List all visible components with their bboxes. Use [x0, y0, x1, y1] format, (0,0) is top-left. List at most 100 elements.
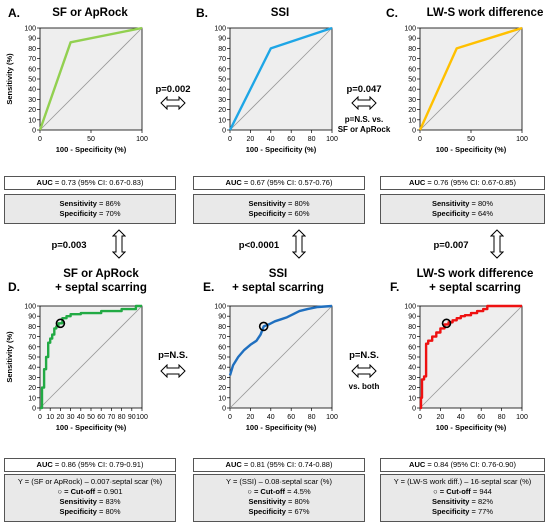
- pvalue-d-e: p=N.S.: [158, 350, 188, 361]
- panel-title-b: SSI: [230, 6, 330, 20]
- y-tick-label: 60: [218, 66, 226, 73]
- cutoff-text: ○ = Cut-off = 4.5%: [194, 487, 364, 497]
- x-tick-label: 20: [437, 414, 445, 421]
- reference-diagonal: [229, 305, 333, 409]
- x-tick-label: 50: [87, 136, 95, 143]
- y-tick-label: 60: [218, 344, 226, 351]
- cutoff-label: = Cut-off: [439, 487, 471, 496]
- x-axis-label: 100 - Specificity (%): [56, 145, 127, 154]
- specificity-value: = 60%: [285, 209, 310, 218]
- specificity-text: Specificity = 77%: [381, 507, 544, 517]
- x-tick-label: 70: [108, 414, 116, 421]
- y-tick-label: 90: [408, 314, 416, 321]
- specificity-value: = 80%: [96, 507, 121, 516]
- y-tick-label: 10: [408, 117, 416, 124]
- cutoff-box-e: Y = (SSI) – 0.08·septal scar (%) ○ = Cut…: [193, 474, 365, 522]
- auc-label: AUC: [225, 460, 242, 469]
- cutoff-value: = 4.5%: [285, 487, 311, 496]
- y-tick-label: 40: [28, 87, 36, 94]
- specificity-value: = 67%: [285, 507, 310, 516]
- y-tick-label: 40: [408, 365, 416, 372]
- auc-value: = 0.81 (95% CI: 0.74-0.88): [241, 460, 333, 469]
- y-tick-label: 70: [28, 56, 36, 63]
- x-axis-label: 100 - Specificity (%): [246, 423, 317, 432]
- double-arrow-icon: [351, 364, 377, 378]
- y-tick-label: 80: [408, 324, 416, 331]
- x-tick-label: 80: [308, 414, 316, 421]
- y-tick-label: 100: [214, 26, 226, 33]
- x-tick-label: 80: [498, 414, 506, 421]
- y-tick-label: 60: [408, 344, 416, 351]
- cutoff-value: = 944: [470, 487, 492, 496]
- note-line: p=N.S. vs.: [344, 115, 384, 124]
- auc-value: = 0.86 (95% CI: 0.79-0.91): [52, 460, 144, 469]
- cutoff-label: = Cut-off: [64, 487, 96, 496]
- auc-box-d: AUC = 0.86 (95% CI: 0.79-0.91): [4, 458, 176, 472]
- auc-value: = 0.73 (95% CI: 0.67-0.83): [52, 178, 144, 187]
- panel-label-d: D.: [8, 280, 20, 294]
- sensitivity-text: Sensitivity = 80%: [194, 199, 364, 209]
- sensitivity-label: Sensitivity: [248, 497, 286, 506]
- pvalue-b-e: p<0.0001: [238, 240, 280, 251]
- x-tick-label: 60: [477, 414, 485, 421]
- sensitivity-label: Sensitivity: [431, 199, 470, 208]
- sensitivity-text: Sensitivity = 80%: [381, 199, 544, 209]
- cutoff-label: = Cut-off: [253, 487, 285, 496]
- reference-diagonal: [229, 27, 333, 131]
- x-axis-label: 100 - Specificity (%): [246, 145, 317, 154]
- x-tick-label: 40: [457, 414, 465, 421]
- y-tick-label: 20: [28, 385, 36, 392]
- double-arrow-icon: [351, 96, 377, 110]
- sensitivity-value: = 80%: [469, 199, 494, 208]
- pvalue-a-b: p=0.002: [155, 84, 191, 95]
- y-tick-label: 30: [408, 375, 416, 382]
- reference-diagonal: [39, 27, 143, 131]
- sensitivity-value: = 82%: [469, 497, 494, 506]
- y-tick-label: 0: [32, 406, 36, 413]
- y-tick-label: 90: [28, 36, 36, 43]
- y-tick-label: 0: [412, 406, 416, 413]
- x-tick-label: 40: [267, 414, 275, 421]
- y-tick-label: 50: [408, 355, 416, 362]
- x-tick-label: 100: [326, 136, 338, 143]
- sensitivity-label: Sensitivity: [431, 497, 470, 506]
- vertical-double-arrow-icon: [490, 229, 504, 259]
- cutoff-circle-icon: ○: [247, 487, 252, 496]
- title-line: LW-S work difference: [426, 7, 544, 19]
- x-tick-label: 10: [46, 414, 54, 421]
- y-tick-label: 70: [408, 56, 416, 63]
- y-tick-label: 100: [214, 304, 226, 311]
- specificity-label: Specificity: [59, 209, 97, 218]
- specificity-label: Specificity: [431, 209, 470, 218]
- x-tick-label: 0: [418, 136, 422, 143]
- title-line: SSI: [268, 268, 288, 280]
- auc-box-e: AUC = 0.81 (95% CI: 0.74-0.88): [193, 458, 365, 472]
- panel-label-a: A.: [8, 6, 20, 20]
- y-tick-label: 50: [28, 77, 36, 84]
- cutoff-circle-icon: ○: [57, 487, 63, 496]
- x-tick-label: 0: [38, 414, 42, 421]
- x-tick-label: 50: [467, 136, 475, 143]
- y-tick-label: 50: [218, 77, 226, 84]
- panel-title-c: LW-S work difference: [420, 6, 550, 20]
- panel-label-e: E.: [203, 280, 215, 294]
- sensitivity-value: = 83%: [96, 497, 121, 506]
- x-tick-label: 40: [77, 414, 85, 421]
- y-tick-label: 0: [222, 128, 226, 135]
- specificity-label: Specificity: [431, 507, 470, 516]
- title-line: + septal scarring: [55, 282, 147, 294]
- specificity-label: Specificity: [248, 209, 286, 218]
- x-tick-label: 20: [57, 414, 65, 421]
- y-tick-label: 60: [408, 66, 416, 73]
- y-tick-label: 90: [218, 314, 226, 321]
- panel-title-a: SF or ApRock: [40, 6, 140, 20]
- y-tick-label: 20: [408, 107, 416, 114]
- y-tick-label: 30: [218, 375, 226, 382]
- sensitivity-label: Sensitivity: [59, 199, 97, 208]
- y-axis-label: Sensitivity (%): [5, 331, 14, 383]
- specificity-text: Specificity = 80%: [5, 507, 175, 517]
- stats-box-b: Sensitivity = 80% Specificity = 60%: [193, 194, 365, 224]
- x-tick-label: 30: [67, 414, 75, 421]
- x-tick-label: 20: [247, 136, 255, 143]
- cutoff-marker: [55, 318, 66, 329]
